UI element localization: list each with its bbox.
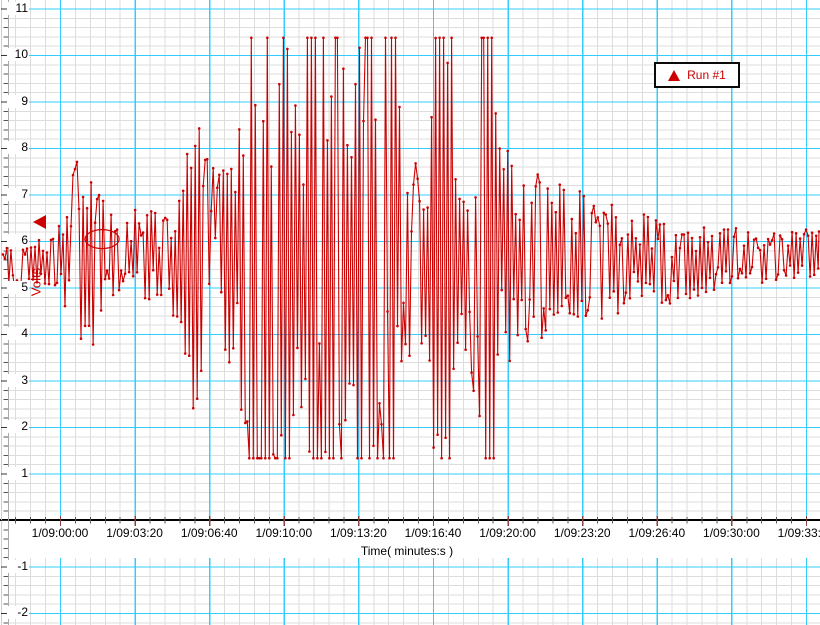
legend-label: Run #1 [687, 68, 726, 82]
x-tick-label: 1/09:30:00 [702, 526, 761, 540]
y-tick-label: 7 [7, 187, 29, 201]
y-tick-label: 10 [7, 48, 29, 61]
x-tick-label: 1/09:13:20 [329, 526, 388, 540]
y-tick-label: 6 [7, 234, 29, 247]
trace-line [2, 37, 820, 459]
x-tick-label: 1/09:06:40 [179, 526, 239, 540]
y-tick-label: -1 [7, 559, 29, 573]
y-minor-ticks [3, 17, 8, 624]
x-axis-line [0, 519, 820, 521]
x-axis-title: Time( minutes:s ) [358, 544, 456, 558]
x-tick-label: 1/09:03:20 [105, 526, 164, 540]
y-tick-label: 3 [7, 373, 29, 387]
y-tick-label: 4 [7, 327, 29, 340]
major-grid [8, 0, 820, 625]
x-tick-label: 1/09:33:20 [776, 527, 820, 540]
y-tick-label: -2 [7, 606, 29, 619]
x-tick-label: 1/09:16:40 [403, 526, 463, 540]
x-tick-label: 1/09:10:00 [254, 526, 314, 540]
y-tick-label: 5 [7, 280, 29, 294]
x-tick-label: 1/09:00:00 [30, 526, 90, 540]
legend[interactable]: Run #1 [654, 62, 740, 88]
x-tick-label: 1/09:20:00 [478, 526, 537, 540]
y-axis-title: Volts [28, 267, 44, 297]
x-tick-label: 1/09:26:40 [627, 526, 687, 540]
x-tick-label: 1/09:23:20 [552, 526, 612, 540]
series-triangle-icon [668, 69, 681, 81]
y-major-ticks [1, 8, 8, 615]
y-tick-label: 11 [7, 1, 29, 15]
y-tick-label: 8 [7, 141, 29, 154]
y-tick-label: 9 [7, 94, 29, 108]
y-tick-label: 1 [7, 466, 29, 480]
x-major-ticks [59, 516, 808, 526]
y-tick-label: 2 [7, 420, 29, 433]
channel-marker-icon[interactable] [33, 215, 46, 229]
